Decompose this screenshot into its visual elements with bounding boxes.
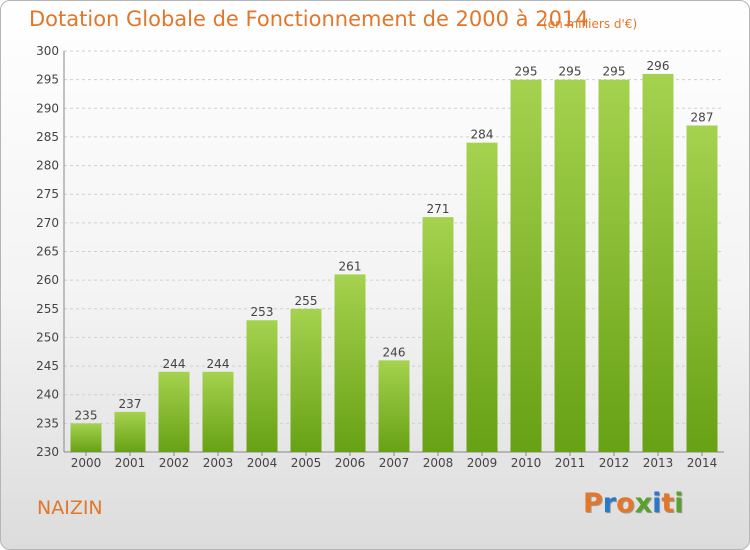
x-tick-label: 2010 <box>511 456 542 470</box>
bar <box>422 217 454 452</box>
bar <box>466 142 498 452</box>
y-tick-label: 250 <box>36 330 59 344</box>
proxiti-logo: Proxiti <box>583 488 684 519</box>
page-title: Dotation Globale de Fonctionnement de 20… <box>29 7 589 31</box>
bar <box>114 411 146 452</box>
commune-name: NAIZIN <box>37 497 103 519</box>
bar <box>246 320 278 452</box>
x-tick-label: 2005 <box>291 456 322 470</box>
x-tick-label: 2007 <box>379 456 410 470</box>
logo-letter: r <box>602 488 617 519</box>
logo-letter: o <box>616 488 635 519</box>
logo-letter: P <box>583 488 603 519</box>
data-label: 246 <box>383 345 406 359</box>
data-label: 271 <box>427 202 450 216</box>
y-tick-label: 270 <box>36 216 59 230</box>
data-label: 295 <box>515 65 538 79</box>
bar <box>686 125 718 452</box>
data-label: 287 <box>691 110 714 124</box>
data-label: 244 <box>163 357 186 371</box>
data-label: 255 <box>295 294 318 308</box>
bar <box>202 371 234 452</box>
x-tick-label: 2008 <box>423 456 454 470</box>
y-tick-label: 285 <box>36 130 59 144</box>
y-tick-label: 280 <box>36 159 59 173</box>
data-label: 296 <box>647 59 670 73</box>
y-tick-label: 245 <box>36 359 59 373</box>
bar <box>642 73 674 453</box>
x-tick-label: 2013 <box>643 456 674 470</box>
y-tick-label: 295 <box>36 73 59 87</box>
data-label: 261 <box>339 259 362 273</box>
unit-label: (en milliers d'€) <box>543 17 638 31</box>
bar <box>598 79 630 453</box>
data-label: 295 <box>603 65 626 79</box>
y-tick-label: 275 <box>36 187 59 201</box>
bar <box>158 371 190 452</box>
logo-letter: i <box>652 488 662 519</box>
data-label: 295 <box>559 65 582 79</box>
x-tick-label: 2012 <box>599 456 630 470</box>
x-tick-label: 2004 <box>247 456 278 470</box>
logo-letter: t <box>661 488 675 519</box>
x-tick-label: 2011 <box>555 456 586 470</box>
y-tick-label: 240 <box>36 388 59 402</box>
data-label: 284 <box>471 128 494 142</box>
y-tick-label: 300 <box>36 44 59 58</box>
y-tick-label: 255 <box>36 302 59 316</box>
y-tick-label: 265 <box>36 245 59 259</box>
labels: 2000 235 2001 237 2002 244 2003 244 2004 253 2005 2… <box>71 59 718 470</box>
x-tick-label: 2014 <box>687 456 718 470</box>
bars <box>70 73 718 453</box>
x-tick-label: 2006 <box>335 456 366 470</box>
bar <box>70 423 102 452</box>
data-label: 235 <box>75 408 98 422</box>
bar <box>510 79 542 453</box>
bar <box>334 274 366 452</box>
x-tick-label: 2009 <box>467 456 498 470</box>
y-tick-label: 260 <box>36 273 59 287</box>
x-tick-label: 2003 <box>203 456 234 470</box>
bar <box>554 79 586 453</box>
data-label: 244 <box>207 357 230 371</box>
y-tick-label: 230 <box>36 445 59 459</box>
data-label: 237 <box>119 397 142 411</box>
logo-letter: x <box>634 488 653 519</box>
x-tick-label: 2002 <box>159 456 190 470</box>
y-tick-label: 290 <box>36 101 59 115</box>
bar <box>378 360 410 452</box>
logo-letter: i <box>674 488 684 519</box>
data-label: 253 <box>251 305 274 319</box>
y-tick-label: 235 <box>36 416 59 430</box>
bar <box>290 308 322 452</box>
x-tick-label: 2000 <box>71 456 102 470</box>
x-tick-label: 2001 <box>115 456 146 470</box>
